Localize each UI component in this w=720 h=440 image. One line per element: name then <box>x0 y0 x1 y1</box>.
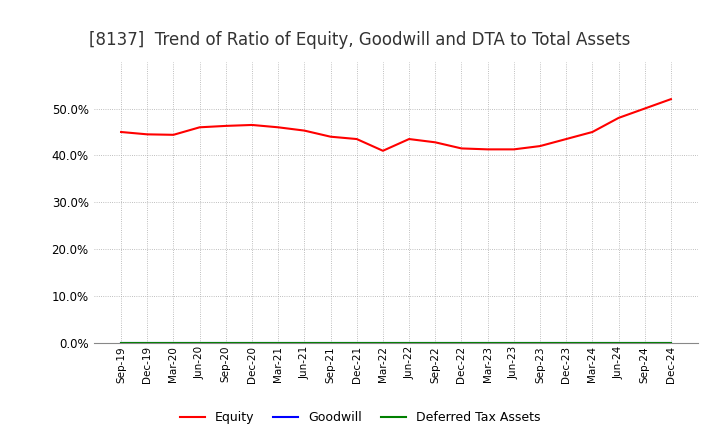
Goodwill <box>667 341 675 346</box>
Equity <box>483 147 492 152</box>
Goodwill <box>326 341 335 346</box>
Equity <box>431 139 440 145</box>
Deferred Tax Assets <box>222 341 230 346</box>
Equity <box>143 132 152 137</box>
Equity <box>405 136 413 142</box>
Deferred Tax Assets <box>457 341 466 346</box>
Goodwill <box>510 341 518 346</box>
Equity <box>352 136 361 142</box>
Deferred Tax Assets <box>169 341 178 346</box>
Deferred Tax Assets <box>667 341 675 346</box>
Legend: Equity, Goodwill, Deferred Tax Assets: Equity, Goodwill, Deferred Tax Assets <box>175 407 545 429</box>
Equity <box>300 128 309 133</box>
Deferred Tax Assets <box>405 341 413 346</box>
Goodwill <box>222 341 230 346</box>
Text: [8137]  Trend of Ratio of Equity, Goodwill and DTA to Total Assets: [8137] Trend of Ratio of Equity, Goodwil… <box>89 31 631 49</box>
Deferred Tax Assets <box>431 341 440 346</box>
Equity <box>614 115 623 121</box>
Equity <box>667 96 675 102</box>
Goodwill <box>536 341 544 346</box>
Deferred Tax Assets <box>483 341 492 346</box>
Goodwill <box>352 341 361 346</box>
Goodwill <box>588 341 597 346</box>
Equity <box>640 106 649 111</box>
Goodwill <box>431 341 440 346</box>
Deferred Tax Assets <box>195 341 204 346</box>
Equity <box>195 125 204 130</box>
Deferred Tax Assets <box>614 341 623 346</box>
Deferred Tax Assets <box>143 341 152 346</box>
Equity <box>248 122 256 128</box>
Goodwill <box>195 341 204 346</box>
Goodwill <box>117 341 125 346</box>
Deferred Tax Assets <box>640 341 649 346</box>
Equity <box>379 148 387 154</box>
Equity <box>222 123 230 128</box>
Goodwill <box>483 341 492 346</box>
Goodwill <box>274 341 282 346</box>
Equity <box>457 146 466 151</box>
Goodwill <box>248 341 256 346</box>
Deferred Tax Assets <box>248 341 256 346</box>
Deferred Tax Assets <box>274 341 282 346</box>
Goodwill <box>562 341 570 346</box>
Deferred Tax Assets <box>588 341 597 346</box>
Goodwill <box>143 341 152 346</box>
Deferred Tax Assets <box>510 341 518 346</box>
Line: Equity: Equity <box>121 99 671 151</box>
Deferred Tax Assets <box>326 341 335 346</box>
Equity <box>117 129 125 135</box>
Equity <box>510 147 518 152</box>
Goodwill <box>614 341 623 346</box>
Deferred Tax Assets <box>300 341 309 346</box>
Deferred Tax Assets <box>379 341 387 346</box>
Goodwill <box>405 341 413 346</box>
Equity <box>562 136 570 142</box>
Deferred Tax Assets <box>117 341 125 346</box>
Deferred Tax Assets <box>536 341 544 346</box>
Equity <box>274 125 282 130</box>
Deferred Tax Assets <box>562 341 570 346</box>
Goodwill <box>379 341 387 346</box>
Goodwill <box>300 341 309 346</box>
Deferred Tax Assets <box>352 341 361 346</box>
Equity <box>588 129 597 135</box>
Equity <box>169 132 178 137</box>
Goodwill <box>169 341 178 346</box>
Equity <box>326 134 335 139</box>
Goodwill <box>457 341 466 346</box>
Equity <box>536 143 544 149</box>
Goodwill <box>640 341 649 346</box>
